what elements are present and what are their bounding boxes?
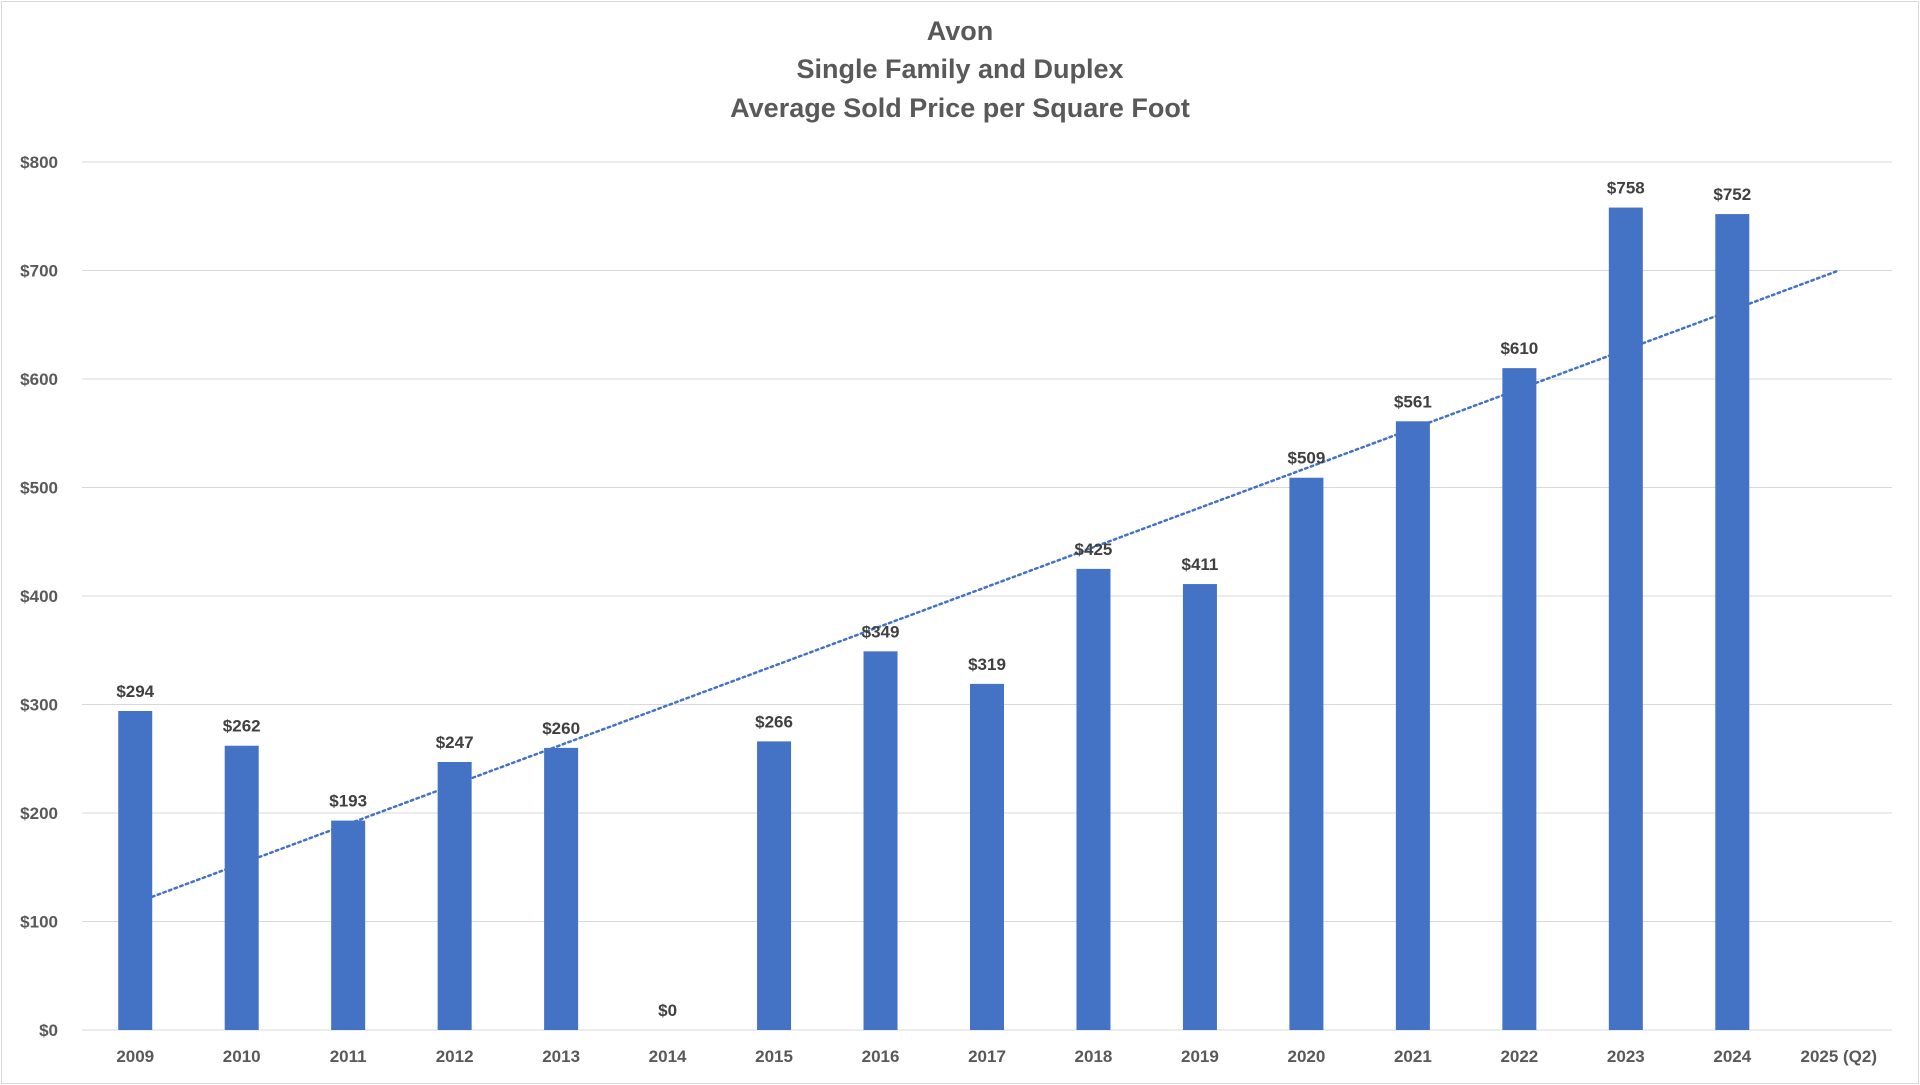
bar-2018 bbox=[1076, 568, 1111, 1030]
y-tick-label: $500 bbox=[20, 479, 58, 498]
y-tick-label: $800 bbox=[20, 153, 58, 172]
x-tick-label: 2023 bbox=[1607, 1047, 1645, 1066]
data-label: $349 bbox=[862, 622, 900, 641]
y-tick-label: $300 bbox=[20, 696, 58, 715]
x-tick-label: 2021 bbox=[1394, 1047, 1432, 1066]
data-label: $262 bbox=[223, 717, 261, 736]
data-label: $266 bbox=[755, 712, 793, 731]
x-tick-label: 2009 bbox=[116, 1047, 154, 1066]
data-label: $509 bbox=[1287, 449, 1325, 468]
x-tick-label: 2014 bbox=[649, 1047, 687, 1066]
bar-2019 bbox=[1182, 584, 1217, 1030]
chart-title-line-1: Avon bbox=[927, 16, 994, 46]
x-tick-label: 2018 bbox=[1075, 1047, 1113, 1066]
x-tick-label: 2017 bbox=[968, 1047, 1006, 1066]
x-tick-label: 2022 bbox=[1500, 1047, 1538, 1066]
bar-2024 bbox=[1715, 214, 1750, 1030]
x-tick-label: 2020 bbox=[1287, 1047, 1325, 1066]
data-label: $319 bbox=[968, 655, 1006, 674]
bar-2015 bbox=[757, 741, 792, 1030]
trendline bbox=[133, 269, 1841, 905]
bar-2013 bbox=[544, 747, 579, 1030]
data-label: $758 bbox=[1607, 179, 1645, 198]
bar-2021 bbox=[1395, 421, 1430, 1030]
y-tick-label: $0 bbox=[39, 1021, 58, 1040]
bar-2016 bbox=[863, 651, 898, 1030]
y-tick-label: $400 bbox=[20, 587, 58, 606]
x-tick-label: 2012 bbox=[436, 1047, 474, 1066]
bars bbox=[118, 207, 1750, 1030]
x-tick-label: 2011 bbox=[330, 1047, 367, 1066]
gridlines bbox=[82, 161, 1892, 1031]
data-label: $193 bbox=[329, 792, 367, 811]
data-label: $610 bbox=[1500, 339, 1538, 358]
data-label: $561 bbox=[1394, 392, 1432, 411]
y-tick-label: $100 bbox=[20, 913, 58, 932]
x-tick-label: 2025 (Q2) bbox=[1800, 1047, 1877, 1066]
chart-title-line-2: Single Family and Duplex bbox=[796, 54, 1123, 84]
bar-2012 bbox=[437, 762, 472, 1030]
x-tick-label: 2016 bbox=[862, 1047, 900, 1066]
x-axis-tick-labels: 2009 2010 2011 2012 2013 2014 2015 2016 2017 2018… bbox=[116, 1047, 1877, 1066]
trendline-line bbox=[133, 269, 1841, 905]
bar-2010 bbox=[224, 745, 259, 1030]
y-tick-label: $700 bbox=[20, 262, 58, 281]
bar-2022 bbox=[1502, 368, 1537, 1030]
x-tick-label: 2013 bbox=[542, 1047, 580, 1066]
y-tick-label: $200 bbox=[20, 804, 58, 823]
y-tick-label: $600 bbox=[20, 370, 58, 389]
x-tick-label: 2019 bbox=[1181, 1047, 1219, 1066]
data-label: $752 bbox=[1713, 185, 1751, 204]
data-labels: $294 $262 $193 $247 $260 $0 $266 $349 $319 $425 $4… bbox=[116, 179, 1751, 1020]
bar-2017 bbox=[970, 683, 1004, 1030]
bar-2023 bbox=[1608, 207, 1643, 1030]
x-tick-label: 2024 bbox=[1713, 1047, 1751, 1066]
data-label: $247 bbox=[436, 733, 474, 752]
data-label: $411 bbox=[1181, 555, 1218, 574]
bar-2009 bbox=[118, 711, 153, 1030]
data-label: $260 bbox=[542, 719, 580, 738]
chart-title: Avon Single Family and Duplex Average Sold… bbox=[730, 16, 1190, 123]
chart-title-line-3: Average Sold Price per Square Foot bbox=[730, 93, 1190, 123]
bar-2011 bbox=[331, 820, 366, 1030]
x-tick-label: 2015 bbox=[755, 1047, 793, 1066]
data-label: $425 bbox=[1075, 540, 1113, 559]
bar-2020 bbox=[1289, 477, 1324, 1030]
data-label: $0 bbox=[658, 1001, 677, 1020]
x-tick-label: 2010 bbox=[223, 1047, 261, 1066]
y-axis-tick-labels: $0 $100 $200 $300 $400 $500 $600 $700 $800 bbox=[20, 153, 58, 1040]
data-label: $294 bbox=[116, 682, 154, 701]
